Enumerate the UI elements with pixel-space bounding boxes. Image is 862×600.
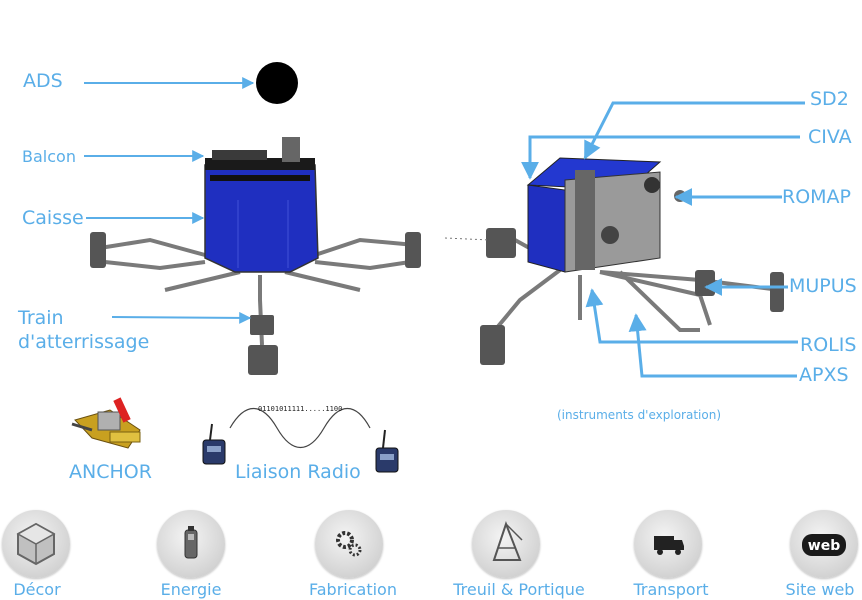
fabrication-button[interactable] (315, 510, 383, 578)
apxs-label: APXS (799, 364, 849, 386)
transport-label[interactable]: Transport (633, 580, 709, 599)
train-label-line2: d'atterrissage (18, 331, 150, 353)
train-label-line1: Train (18, 307, 64, 329)
site-web-label[interactable]: Site web (785, 580, 855, 599)
rolis-label: ROLIS (800, 334, 857, 356)
treuil-portique-label[interactable]: Treuil & Portique (453, 580, 585, 599)
crane-icon (492, 521, 523, 561)
transport-button[interactable] (634, 510, 702, 578)
caisse-label: Caisse (22, 207, 84, 229)
lander-front-view (90, 137, 421, 375)
treuil-portique-button[interactable] (472, 510, 540, 578)
cube-icon (16, 522, 56, 566)
radio-link-illustration (202, 408, 399, 473)
anchor-illustration (71, 397, 141, 449)
energie-button[interactable] (157, 510, 225, 578)
instruments-caption: (instruments d'exploration) (557, 408, 722, 422)
energie-label[interactable]: Energie (160, 580, 222, 599)
truck-icon (654, 536, 684, 555)
balcon-label: Balcon (22, 147, 76, 166)
lander-side-view (480, 157, 784, 365)
romap-label: ROMAP (782, 186, 852, 208)
civa-label: CIVA (808, 126, 852, 148)
sd2-label: SD2 (810, 88, 849, 110)
ads-sphere (256, 62, 298, 104)
battery-icon (184, 526, 198, 559)
gears-icon (336, 531, 362, 557)
radio-link-label: Liaison Radio (235, 461, 361, 483)
svg-text:web: web (808, 538, 840, 554)
web-icon: web (802, 534, 846, 556)
mupus-label: MUPUS (789, 275, 857, 297)
binary-text: 01101011111.....1100 (258, 405, 343, 413)
ads-label: ADS (23, 70, 63, 92)
decor-label[interactable]: Décor (13, 580, 61, 599)
decor-button[interactable] (2, 510, 70, 578)
site-web-button[interactable]: web (790, 510, 858, 578)
anchor-label: ANCHOR (69, 461, 152, 483)
fabrication-label[interactable]: Fabrication (309, 580, 397, 599)
